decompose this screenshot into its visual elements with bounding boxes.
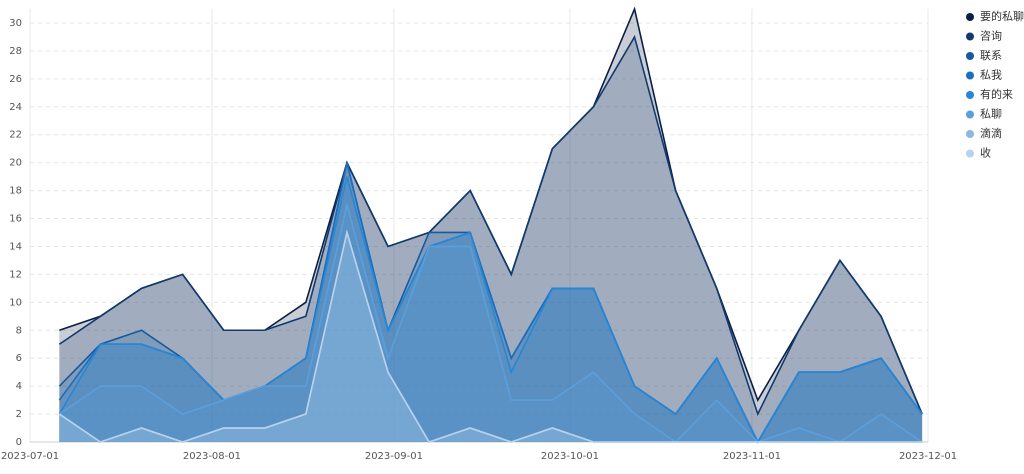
legend-label: 有的来: [980, 87, 1013, 101]
y-tick-label: 22: [9, 130, 22, 141]
y-tick-label: 30: [9, 18, 22, 29]
legend-marker: [966, 110, 974, 119]
y-tick-label: 6: [16, 353, 22, 364]
line: [58, 229, 923, 443]
x-tick-label: 2023-11-01: [723, 451, 781, 462]
y-tick-label: 28: [9, 46, 22, 57]
y-tick-label: 12: [9, 269, 22, 280]
x-tick-label: 2023-10-01: [541, 451, 599, 462]
legend-marker: [966, 71, 974, 80]
x-tick-label: 2023-07-01: [1, 451, 59, 462]
line: [58, 176, 923, 444]
y-tick-label: 0: [16, 437, 22, 448]
y-tick-label: 10: [9, 297, 22, 308]
y-tick-label: 26: [9, 74, 22, 85]
legend-marker: [966, 13, 974, 21]
legend-marker: [966, 32, 974, 41]
area: [59, 36, 923, 442]
x-tick-label: 2023-08-01: [183, 451, 241, 462]
y-tick-label: 4: [16, 381, 22, 392]
y-tick-label: 2: [16, 409, 22, 420]
legend-label: 咨询: [980, 29, 1002, 43]
y-tick-label: 20: [9, 158, 22, 169]
legend-label: 私我: [980, 69, 1002, 82]
area: [59, 9, 923, 442]
x-tick-label: 2023-12-01: [899, 451, 957, 462]
y-tick-label: 24: [9, 102, 22, 113]
legend-marker: [966, 52, 974, 60]
legend-label: 联系: [980, 49, 1002, 62]
legend-marker: [966, 91, 974, 99]
line: [58, 204, 923, 444]
y-tick-label: 8: [16, 325, 22, 336]
area: [59, 176, 923, 442]
legend-label: 要的私聊: [980, 9, 1024, 23]
y-tick-label: 18: [9, 186, 22, 197]
legend-label: 私聊: [980, 107, 1002, 121]
legend-marker: [966, 130, 974, 138]
y-tick-label: 14: [9, 241, 22, 252]
legend-label: 收: [980, 146, 991, 160]
y-tick-label: 16: [9, 214, 22, 225]
legend-marker: [966, 149, 974, 158]
legend-label: 滴滴: [980, 126, 1002, 140]
x-tick-label: 2023-09-01: [365, 451, 423, 462]
line: [58, 34, 923, 417]
